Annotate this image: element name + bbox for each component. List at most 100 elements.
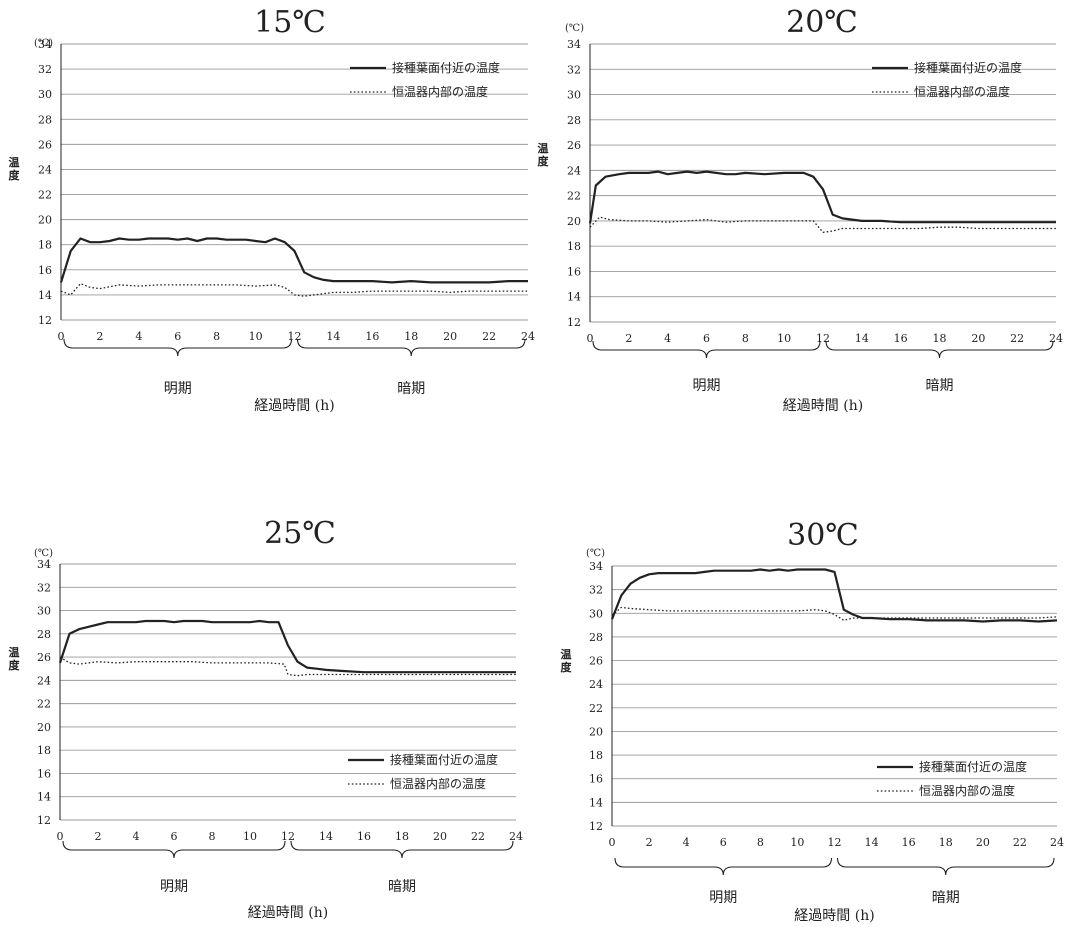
y-tick-label: 28 — [589, 631, 603, 644]
y-tick-label: 32 — [567, 63, 581, 76]
series-leaf-temperature — [610, 568, 1058, 623]
y-axis-label: 温度 — [9, 645, 21, 672]
period-brace — [614, 857, 833, 876]
legend-entry: 接種葉面付近の温度 — [390, 752, 498, 767]
x-tick-label: 4 — [664, 332, 671, 345]
y-tick-label: 20 — [567, 215, 581, 228]
x-tick-label: 0 — [58, 330, 65, 343]
x-axis-label: 経過時間 (h) — [254, 398, 334, 414]
legend-entry: 恒温器内部の温度 — [390, 776, 486, 791]
y-tick-label: 34 — [38, 38, 52, 51]
series-leaf-temperature — [588, 170, 1056, 224]
x-tick-label: 8 — [209, 830, 216, 843]
x-tick-label: 16 — [902, 836, 916, 849]
y-tick-label: 20 — [38, 214, 52, 227]
x-tick-label: 24 — [521, 330, 535, 343]
y-tick-label: 22 — [589, 702, 603, 715]
period-brace — [296, 338, 526, 357]
x-tick-label: 0 — [587, 332, 594, 345]
x-tick-label: 8 — [213, 330, 220, 343]
x-tick-label: 2 — [625, 332, 632, 345]
x-tick-label: 24 — [509, 830, 523, 843]
x-tick-label: 18 — [404, 330, 418, 343]
x-tick-label: 16 — [365, 330, 379, 343]
y-tick-label: 18 — [567, 240, 581, 253]
x-tick-label: 8 — [742, 332, 749, 345]
period-brace — [836, 857, 1055, 876]
y-unit-label: (℃) — [34, 38, 53, 49]
y-tick-label: 14 — [37, 791, 51, 804]
y-tick-label: 16 — [37, 767, 51, 780]
x-tick-label: 14 — [326, 330, 340, 343]
y-tick-label: 34 — [589, 560, 603, 573]
y-tick-label: 24 — [37, 674, 51, 687]
y-tick-label: 26 — [38, 138, 52, 151]
x-tick-label: 22 — [1010, 332, 1024, 345]
chart-title: 15℃ — [254, 5, 326, 40]
x-tick-label: 6 — [174, 330, 181, 343]
period-label: 明期 — [693, 378, 721, 394]
x-tick-label: 4 — [135, 330, 142, 343]
y-tick-label: 18 — [38, 239, 52, 252]
x-axis-label: 経過時間 (h) — [783, 398, 863, 414]
x-tick-label: 10 — [777, 332, 791, 345]
chart-title: 25℃ — [264, 516, 336, 551]
period-label: 明期 — [164, 381, 192, 397]
y-tick-label: 22 — [37, 698, 51, 711]
y-tick-label: 18 — [37, 744, 51, 757]
x-tick-label: 16 — [894, 332, 908, 345]
x-tick-label: 6 — [703, 332, 710, 345]
y-tick-label: 24 — [38, 163, 52, 176]
x-tick-label: 22 — [1013, 836, 1027, 849]
y-unit-label: (℃) — [34, 548, 53, 559]
y-tick-label: 32 — [38, 63, 52, 76]
y-tick-label: 20 — [589, 725, 603, 738]
y-unit-label: (℃) — [565, 23, 584, 34]
x-tick-label: 22 — [482, 330, 496, 343]
chart-title: 30℃ — [787, 518, 859, 553]
period-label: 暗期 — [397, 381, 425, 397]
x-tick-label: 6 — [171, 830, 178, 843]
x-tick-label: 0 — [57, 830, 64, 843]
y-tick-label: 30 — [567, 89, 581, 102]
x-tick-label: 2 — [96, 330, 103, 343]
x-tick-label: 24 — [1049, 332, 1063, 345]
x-tick-label: 12 — [828, 836, 842, 849]
x-tick-label: 20 — [443, 330, 457, 343]
series-chamber-temperature — [589, 216, 1056, 233]
x-tick-label: 20 — [976, 836, 990, 849]
y-tick-label: 22 — [567, 190, 581, 203]
x-axis-label: 経過時間 (h) — [248, 905, 328, 921]
x-tick-label: 12 — [288, 330, 302, 343]
x-tick-label: 18 — [933, 332, 947, 345]
period-label: 明期 — [160, 879, 188, 895]
x-tick-label: 10 — [249, 330, 263, 343]
x-tick-label: 4 — [683, 836, 690, 849]
x-tick-label: 14 — [865, 836, 879, 849]
y-tick-label: 14 — [589, 796, 603, 809]
x-tick-label: 8 — [757, 836, 764, 849]
y-tick-label: 14 — [38, 289, 52, 302]
x-tick-label: 4 — [133, 830, 140, 843]
y-tick-label: 34 — [37, 558, 51, 571]
period-label: 暗期 — [932, 890, 960, 906]
x-tick-label: 2 — [95, 830, 102, 843]
x-tick-label: 10 — [243, 830, 257, 843]
x-tick-label: 24 — [1050, 836, 1064, 849]
period-brace — [290, 840, 514, 859]
x-tick-label: 2 — [646, 836, 653, 849]
x-tick-label: 14 — [855, 332, 869, 345]
y-tick-label: 34 — [567, 38, 581, 51]
y-tick-label: 28 — [567, 114, 581, 127]
x-tick-label: 14 — [319, 830, 333, 843]
y-tick-label: 18 — [589, 749, 603, 762]
x-tick-label: 20 — [971, 332, 985, 345]
x-tick-label: 0 — [609, 836, 616, 849]
y-tick-label: 12 — [567, 316, 581, 329]
series-chamber-temperature — [59, 656, 516, 677]
